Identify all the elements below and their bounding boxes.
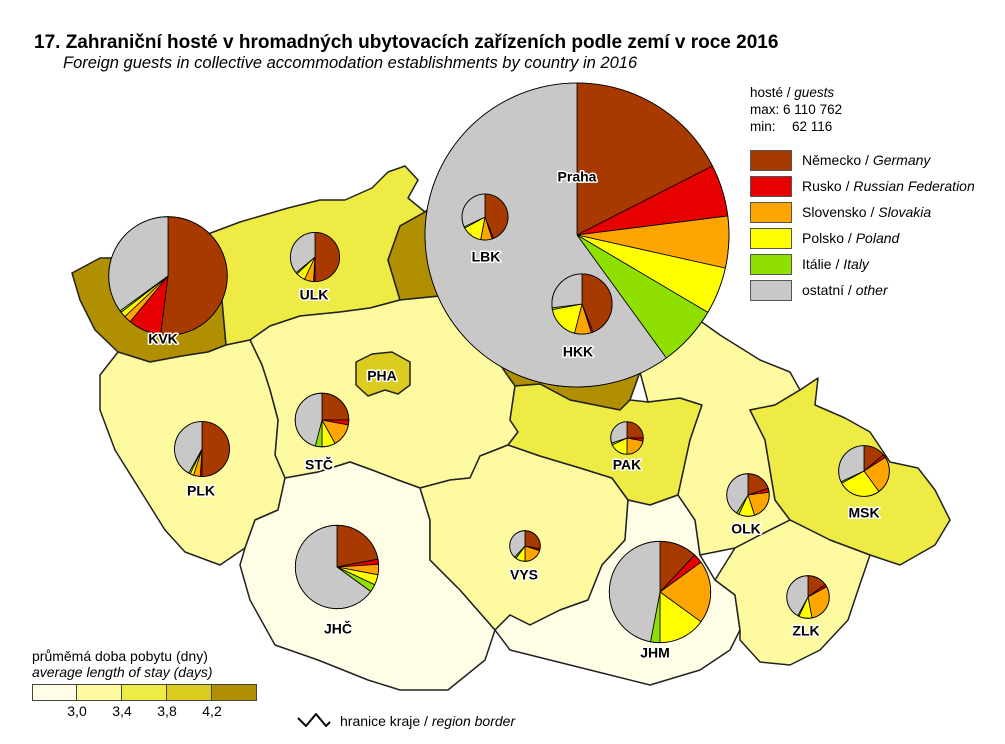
labels-layer: Praha KVK ULK LBK HKK PHA STČ PLK JHČ VYS PAK JHM OL…: [147, 167, 881, 662]
pie-outline-hkk: [551, 273, 613, 335]
legend-item-pl: Polsko / Poland: [750, 225, 975, 251]
pie-pak: [610, 421, 644, 455]
pie-jhm: [608, 540, 712, 644]
size-legend-min-value: 62 116: [792, 119, 833, 134]
size-legend-max-label: max:: [750, 102, 780, 117]
stay-legend-bar: [32, 684, 257, 701]
region-label-olk: OLK: [731, 521, 761, 537]
legend-item-it: Itálie / Italy: [750, 251, 975, 277]
legend-swatch-sk: [750, 201, 792, 223]
legend-swatch-ru: [750, 175, 792, 197]
size-legend-max-value: 6 110 762: [783, 102, 843, 117]
legend-label-pl-cz: Polsko: [802, 230, 845, 246]
region-label-ulk: ULK: [300, 287, 329, 303]
map-title: 17. Zahraniční hosté v hromadných ubytov…: [34, 32, 779, 53]
stay-tick-3: 3,8: [157, 703, 177, 719]
stay-class-4: [167, 684, 212, 701]
region-label-kvk: KVK: [148, 331, 178, 347]
border-legend: hranice kraje / region border: [296, 710, 515, 732]
size-legend: hosté / guests max: 6 110 762 min: 62 116: [750, 85, 843, 134]
legend-item-other: ostatní / other: [750, 277, 975, 303]
stay-tick-2: 3,4: [112, 703, 132, 719]
stay-legend-ticks: 3,0 3,4 3,8 4,2: [32, 703, 257, 721]
region-label-pak: PAK: [613, 457, 642, 473]
legend-item-de: Německo / Germany: [750, 147, 975, 173]
stay-legend-title-cz: průměmá doba pobytu (dny): [32, 648, 208, 664]
region-label-pha: PHA: [367, 368, 397, 384]
stay-class-5: [212, 684, 257, 701]
legend-label-it-en: Italy: [843, 256, 869, 272]
border-legend-label-en: region border: [431, 713, 516, 729]
pie-outline-praha: [424, 82, 730, 388]
pie-ulk: [289, 231, 340, 282]
legend-item-ru: Rusko / Russian Federation: [750, 173, 975, 199]
pie-msk: [838, 445, 890, 497]
pie-zlk: [786, 575, 830, 619]
region-label-jhc: JHČ: [324, 620, 352, 637]
region-label-jhm: JHM: [640, 645, 670, 661]
region-label-stc: STČ: [305, 456, 333, 473]
legend-swatch-it: [750, 253, 792, 275]
size-legend-min-label: min:: [750, 119, 776, 134]
stay-tick-1: 3,0: [67, 703, 87, 719]
pie-outline-olk: [726, 473, 770, 517]
pie-outline-msk: [838, 445, 890, 497]
stay-legend: průměmá doba pobytu (dny) average length…: [32, 648, 257, 721]
legend-swatch-de: [750, 149, 792, 171]
region-label-msk: MSK: [848, 505, 879, 521]
pie-outline-jhm: [608, 540, 712, 644]
legend-swatch-pl: [750, 227, 792, 249]
size-legend-heading-cz: hosté: [750, 85, 784, 100]
pie-outline-ulk: [289, 231, 340, 282]
legend-label-de-cz: Německo: [802, 152, 862, 168]
pie-praha: [424, 82, 730, 388]
pie-kvk: [108, 216, 228, 336]
legend-label-pl-en: Poland: [855, 230, 900, 246]
legend-label-de-en: Germany: [872, 152, 931, 168]
pie-outline-kvk: [108, 216, 228, 336]
pie-lbk: [461, 193, 509, 241]
legend-item-sk: Slovensko / Slovakia: [750, 199, 975, 225]
pie-outline-stc: [294, 392, 350, 448]
legend-label-other-cz: ostatní: [802, 282, 845, 298]
pie-vys: [509, 530, 541, 562]
legend-swatch-other: [750, 279, 792, 301]
pie-outline-pak: [610, 421, 644, 455]
region-border-icon: [297, 713, 331, 727]
pie-outline-zlk: [786, 575, 830, 619]
pie-outline-plk: [174, 421, 230, 477]
legend-label-ru-cz: Rusko: [802, 178, 842, 194]
region-area-pha[interactable]: [355, 351, 411, 397]
pie-olk: [726, 473, 770, 517]
region-label-hkk: HKK: [563, 344, 593, 360]
legend-label-sk-cz: Slovensko: [802, 204, 867, 220]
region-label-zlk: ZLK: [792, 623, 819, 639]
legend-label-other-en: other: [855, 282, 888, 298]
pie-jhc: [294, 524, 380, 610]
border-legend-label-cz: hranice kraje: [340, 713, 421, 729]
region-label-praha: Praha: [558, 169, 597, 185]
legend-label-it-cz: Itálie: [802, 256, 832, 272]
pie-outline-jhc: [294, 524, 380, 610]
region-label-vys: VYS: [510, 567, 538, 583]
pie-outline-lbk: [461, 193, 509, 241]
legend-label-ru-en: Russian Federation: [853, 178, 975, 194]
pie-stc: [294, 392, 350, 448]
region-label-lbk: LBK: [472, 249, 501, 265]
pie-plk: [174, 421, 230, 477]
pie-outline-vys: [509, 530, 541, 562]
stay-tick-4: 4,2: [202, 703, 222, 719]
size-legend-heading-en: guests: [794, 85, 835, 100]
stay-legend-title-en: average length of stay (days): [32, 664, 213, 680]
pies-layer: [108, 82, 890, 644]
country-legend: Německo / Germany Rusko / Russian Federa…: [750, 147, 975, 303]
stay-class-3: [122, 684, 167, 701]
legend-label-sk-en: Slovakia: [878, 204, 932, 220]
map-subtitle: Foreign guests in collective accommodati…: [63, 54, 638, 72]
region-label-plk: PLK: [187, 483, 215, 499]
stay-class-2: [77, 684, 122, 701]
pie-hkk: [551, 273, 613, 335]
stay-class-1: [32, 684, 77, 701]
